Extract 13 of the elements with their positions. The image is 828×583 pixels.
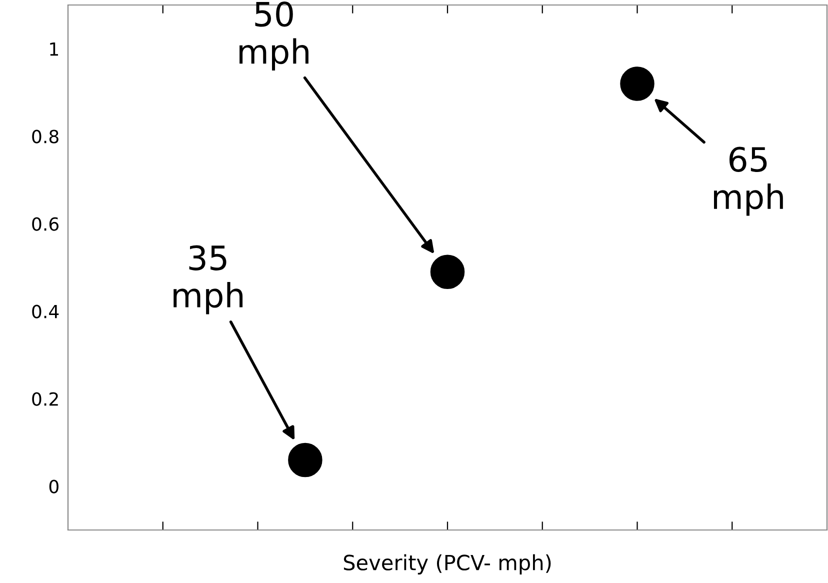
annotation: 50 mph	[240, 2, 308, 71]
point	[620, 66, 654, 101]
y-tick-label: 1	[50, 42, 58, 56]
y-tick-label: 0.8	[32, 130, 58, 144]
y-tick-label: 0.2	[32, 392, 58, 406]
point	[430, 254, 465, 290]
y-tick-label: 0.6	[32, 217, 59, 231]
annotation: 65 mph	[714, 146, 783, 216]
annotation: 35 mph	[174, 245, 243, 314]
y-tick-label: 0.4	[32, 304, 59, 318]
y-tick-label: 0	[49, 480, 58, 494]
point	[288, 442, 322, 478]
x-axis-title: Severity (PCV- mph)	[344, 554, 551, 574]
